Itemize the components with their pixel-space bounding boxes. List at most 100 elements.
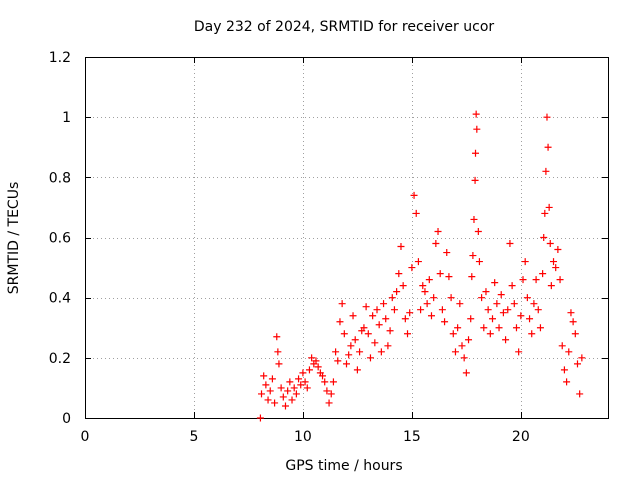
data-point <box>373 306 381 314</box>
data-point <box>462 369 470 377</box>
data-point <box>284 387 292 395</box>
data-point <box>565 348 573 356</box>
data-point <box>395 270 403 278</box>
data-point <box>469 252 477 260</box>
data-point <box>556 276 564 284</box>
data-point <box>325 399 333 407</box>
data-point <box>271 399 279 407</box>
x-tick-label: 10 <box>294 429 312 445</box>
data-point <box>336 318 344 326</box>
data-point <box>327 390 335 398</box>
data-point <box>480 324 488 332</box>
data-point <box>288 396 296 404</box>
data-point <box>430 294 438 302</box>
data-point <box>454 324 462 332</box>
data-point <box>292 390 300 398</box>
data-point <box>560 366 568 374</box>
data-point <box>401 315 409 323</box>
data-point <box>528 330 536 338</box>
data-point <box>408 264 416 272</box>
data-point <box>567 309 575 317</box>
x-tick-label: 20 <box>512 429 530 445</box>
data-point <box>427 312 435 320</box>
data-point <box>406 309 414 317</box>
data-point <box>547 282 555 290</box>
y-tick-label: 1.2 <box>49 50 71 66</box>
data-point <box>340 330 348 338</box>
data-point <box>563 378 571 386</box>
y-tick-label: 0.6 <box>49 231 71 247</box>
data-point <box>334 357 342 365</box>
y-tick-label: 1 <box>62 110 71 126</box>
data-point <box>393 288 401 296</box>
data-point <box>471 176 479 184</box>
data-point <box>558 342 566 350</box>
data-point <box>543 113 551 121</box>
data-point <box>388 294 396 302</box>
data-point <box>491 279 499 287</box>
data-point <box>530 300 538 308</box>
data-point <box>515 348 523 356</box>
data-point <box>541 209 549 217</box>
data-point <box>380 300 388 308</box>
y-tick-label: 0 <box>62 411 71 427</box>
data-point <box>386 327 394 335</box>
data-point <box>519 276 527 284</box>
data-point <box>264 396 272 404</box>
data-point <box>536 324 544 332</box>
data-point <box>532 276 540 284</box>
data-point <box>502 336 510 344</box>
data-point <box>432 240 440 248</box>
data-point <box>410 191 418 199</box>
data-point <box>451 348 459 356</box>
data-point <box>472 110 480 118</box>
data-point <box>281 402 289 410</box>
data-point <box>540 234 548 241</box>
data-point <box>478 294 486 302</box>
data-point <box>521 258 529 266</box>
data-point <box>569 318 577 326</box>
data-point <box>377 348 385 356</box>
data-point <box>539 270 547 278</box>
data-point <box>554 246 562 254</box>
data-point <box>499 309 507 317</box>
data-point <box>323 387 331 395</box>
data-point <box>351 336 359 344</box>
data-point <box>423 300 431 308</box>
data-point <box>384 342 392 350</box>
data-point <box>286 378 294 386</box>
data-point <box>314 363 322 371</box>
x-tick-label: 5 <box>189 429 198 445</box>
data-point <box>460 354 468 362</box>
data-point <box>508 282 516 290</box>
data-point <box>506 240 514 248</box>
data-point <box>443 249 451 257</box>
data-point <box>299 369 307 377</box>
data-point <box>436 270 444 278</box>
data-point <box>472 149 480 157</box>
data-point <box>534 306 542 314</box>
data-point <box>362 303 370 311</box>
data-point <box>321 378 329 386</box>
data-point <box>319 372 327 380</box>
data-points <box>256 110 586 422</box>
data-point <box>399 282 407 290</box>
data-point <box>473 125 481 133</box>
data-point <box>419 282 427 290</box>
data-point <box>277 384 285 392</box>
data-point <box>404 330 412 338</box>
data-point <box>504 306 512 314</box>
data-point <box>308 354 316 362</box>
data-point <box>297 381 305 389</box>
data-point <box>353 366 361 374</box>
x-axis-tick-labels: 0 5 10 15 20 <box>81 429 530 445</box>
axis-ticks <box>85 57 608 419</box>
data-point <box>262 381 270 389</box>
data-point <box>545 203 553 211</box>
data-point <box>576 390 584 398</box>
data-point <box>360 324 368 332</box>
data-point <box>301 378 309 386</box>
data-point <box>526 315 534 323</box>
